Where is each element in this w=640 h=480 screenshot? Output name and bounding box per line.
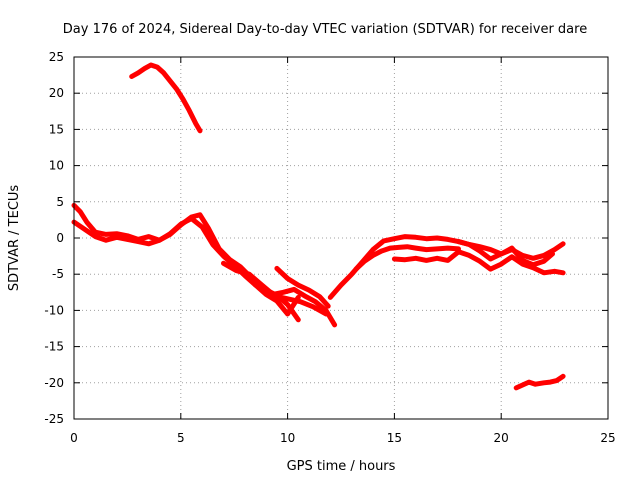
y-tick-label: 15 — [49, 122, 64, 136]
y-tick-labels: -25 -20 -15 -10 -5 0 5 10 15 20 25 — [44, 50, 64, 426]
series-arc-late-band — [391, 249, 566, 276]
y-tick-label: 25 — [49, 50, 64, 64]
y-tick-label: 0 — [56, 231, 64, 245]
x-tick-label: 10 — [280, 431, 295, 445]
series-arc-mid-e — [253, 282, 301, 323]
series-arc-rise — [327, 234, 566, 300]
series-arc-mid-d — [274, 265, 331, 309]
series-arc-late-c — [456, 239, 555, 268]
x-tick-labels: 0 5 10 15 20 25 — [70, 431, 615, 445]
x-tick-label: 25 — [600, 431, 615, 445]
y-tick-label: -10 — [44, 303, 64, 317]
series-layer — [71, 62, 566, 391]
y-tick-label: 20 — [49, 86, 64, 100]
x-tick-label: 0 — [70, 431, 78, 445]
axis-ticks — [73, 56, 609, 420]
series-arc-rise-b — [353, 244, 461, 272]
series-arc-low — [513, 373, 566, 391]
y-tick-label: -5 — [52, 267, 64, 281]
chart-title: Day 176 of 2024, Sidereal Day-to-day VTE… — [63, 22, 587, 37]
y-tick-label: -20 — [44, 376, 64, 390]
y-axis-label: SDTVAR / TECUs — [7, 185, 22, 292]
x-tick-label: 15 — [387, 431, 402, 445]
x-tick-label: 20 — [494, 431, 509, 445]
y-tick-label: -15 — [44, 340, 64, 354]
y-tick-label: -25 — [44, 412, 64, 426]
x-tick-label: 5 — [177, 431, 185, 445]
y-tick-label: 5 — [56, 195, 64, 209]
series-arc-early-high — [129, 62, 203, 134]
x-axis-label: GPS time / hours — [287, 459, 396, 474]
series-arc-main-a — [71, 202, 338, 328]
y-tick-label: 10 — [49, 159, 64, 173]
